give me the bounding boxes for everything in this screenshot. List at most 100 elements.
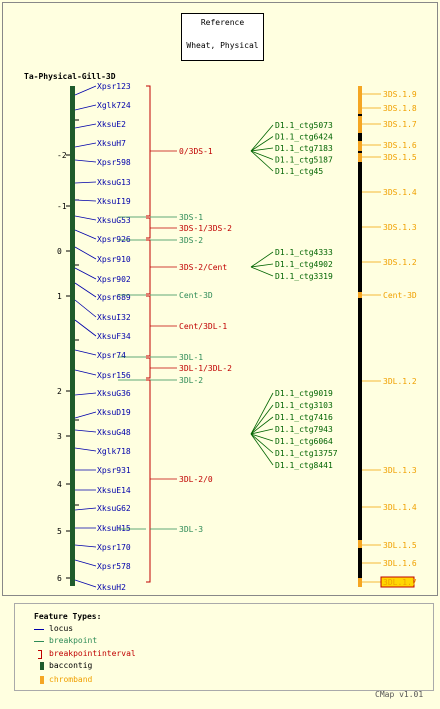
breakpoint-label[interactable]: 0/3DS-1	[179, 147, 213, 156]
chromband-segment[interactable]	[358, 141, 362, 151]
chromband-label[interactable]: Cent-3D	[383, 291, 417, 300]
locus-label[interactable]: Xpsr598	[97, 158, 131, 167]
locus-label[interactable]: XksuI19	[97, 197, 131, 206]
locus-label[interactable]: XksuH15	[97, 524, 131, 533]
contig-label[interactable]: D1.1_ctg5187	[275, 156, 333, 165]
chromband-label[interactable]: 3DL.1.6	[383, 559, 417, 568]
legend-item-label: chromband	[49, 675, 93, 684]
breakpoint-label[interactable]: Cent/3DL-1	[179, 322, 227, 331]
chromband-segment[interactable]	[358, 86, 362, 104]
locus-label[interactable]: XksuH2	[97, 583, 126, 592]
locus-label[interactable]: XksuG13	[97, 178, 131, 187]
locus-label[interactable]: XksuD19	[97, 408, 131, 417]
locus-label[interactable]: Xpsr902	[97, 275, 131, 284]
contig-label[interactable]: D1.1_ctg8441	[275, 461, 333, 470]
bracket-3ds2-cent[interactable]	[146, 239, 151, 295]
breakpoint-label[interactable]: 3DL-1/3DL-2	[179, 364, 232, 373]
locus-label[interactable]: XksuE14	[97, 486, 131, 495]
breakpoint-label[interactable]: 3DS-2	[179, 236, 203, 245]
breakpoint-label[interactable]: Cent-3D	[179, 291, 213, 300]
chromband-segment[interactable]	[358, 153, 362, 162]
axis-tick-label: 2	[57, 387, 62, 396]
contig-label[interactable]: D1.1_ctg6064	[275, 437, 333, 446]
locus-label[interactable]: XksuG62	[97, 504, 131, 513]
chromband-label[interactable]: 3DS.1.4	[383, 188, 417, 197]
locus-label[interactable]: XksuI32	[97, 313, 131, 322]
locus-label[interactable]: Xpsr156	[97, 371, 131, 380]
locus-label[interactable]: XksuE2	[97, 120, 126, 129]
chromband-segment[interactable]	[358, 578, 362, 587]
locus-label[interactable]: XksuG36	[97, 389, 131, 398]
contig-label[interactable]: D1.1_ctg3103	[275, 401, 333, 410]
contig-label[interactable]: D1.1_ctg4333	[275, 248, 333, 257]
breakpoint-label[interactable]: 3DS-2/Cent	[179, 263, 227, 272]
map-title[interactable]: Ta-Physical-Gill-3D	[24, 72, 116, 81]
legend-line-icon	[34, 641, 44, 642]
locus-label[interactable]: Xpsr123	[97, 82, 131, 91]
chromband-label[interactable]: 3DS.1.2	[383, 258, 417, 267]
locus-label[interactable]: Xpsr689	[97, 293, 131, 302]
chromband-label[interactable]: 3DL.1.5	[383, 541, 417, 550]
chromband-segment[interactable]	[358, 116, 362, 133]
breakpoint-label[interactable]: 3DL-3	[179, 525, 203, 534]
chromband-label[interactable]: 3DS.1.6	[383, 141, 417, 150]
baccontig-bar[interactable]	[70, 86, 75, 586]
chromband-label[interactable]: 3DS.1.9	[383, 90, 417, 99]
contig-label[interactable]: D1.1_ctg7416	[275, 413, 333, 422]
breakpoint-label[interactable]: 3DS-1	[179, 213, 203, 222]
breakpoint-label[interactable]: 3DL-2/0	[179, 475, 213, 484]
chromband-label[interactable]: 3DS.1.3	[383, 223, 417, 232]
axis-tick-label: 3	[57, 432, 62, 441]
locus-connector	[74, 85, 97, 96]
chromband-label[interactable]: 3DL.1.4	[383, 503, 417, 512]
contig-label[interactable]: D1.1_ctg9019	[275, 389, 333, 398]
contig-label[interactable]: D1.1_ctg6424	[275, 133, 333, 142]
chromband-label[interactable]: 3DL.1.3	[383, 466, 417, 475]
chromband-label[interactable]: 3DS.1.5	[383, 153, 417, 162]
contig-label[interactable]: D1.1_ctg7183	[275, 144, 333, 153]
locus-label[interactable]: XksuG53	[97, 216, 131, 225]
bracket-3dl2-0[interactable]	[146, 379, 151, 583]
contig-label[interactable]: D1.1_ctg7943	[275, 425, 333, 434]
locus-label[interactable]: Xpsr910	[97, 255, 131, 264]
legend-item-label: locus	[49, 624, 74, 633]
locus-label[interactable]: Xpsr74	[97, 351, 126, 360]
legend-line-icon	[34, 629, 44, 630]
reference-title-box: Reference Wheat, Physical	[181, 13, 264, 61]
chromband-segment[interactable]	[358, 104, 362, 114]
locus-label[interactable]: Xpsr170	[97, 543, 131, 552]
reference-title: Reference	[200, 18, 245, 27]
locus-label[interactable]: XksuF34	[97, 332, 131, 341]
locus-label[interactable]: XksuG48	[97, 428, 131, 437]
breakpoint-label[interactable]: 3DL-2	[179, 376, 203, 385]
chromband-segment[interactable]	[358, 292, 362, 298]
breakpoint-label[interactable]: 3DS-1/3DS-2	[179, 224, 232, 233]
contig-label[interactable]: D1.1_ctg13757	[275, 449, 338, 458]
chromband-segment[interactable]	[358, 540, 362, 548]
bracket-cent-3dl1[interactable]	[146, 295, 151, 357]
locus-label[interactable]: Xpsr578	[97, 562, 131, 571]
legend-item-label: baccontig	[49, 661, 93, 670]
locus-label[interactable]: Xpsr931	[97, 466, 131, 475]
contig-connector	[250, 136, 274, 152]
chromband-label[interactable]: 3DS.1.8	[383, 104, 417, 113]
contig-label[interactable]: D1.1_ctg45	[275, 167, 323, 176]
bracket-0-3ds1[interactable]	[146, 85, 151, 217]
chromband-label[interactable]: 3DL.1.2	[383, 377, 417, 386]
chromband-label[interactable]: 3DL.1.7	[383, 578, 417, 587]
locus-label[interactable]: Xpsr926	[97, 235, 131, 244]
contig-label[interactable]: D1.1_ctg5073	[275, 121, 333, 130]
bracket-3ds1-3ds2[interactable]	[146, 217, 151, 239]
locus-connector	[74, 142, 97, 148]
locus-connector	[74, 349, 97, 356]
contig-label[interactable]: D1.1_ctg4902	[275, 260, 333, 269]
breakpoint-label[interactable]: 3DL-1	[179, 353, 203, 362]
bracket-3dl1-3dl2[interactable]	[146, 357, 151, 379]
chromband-label[interactable]: 3DS.1.7	[383, 120, 417, 129]
locus-label[interactable]: Xglk718	[97, 447, 131, 456]
contig-label[interactable]: D1.1_ctg3319	[275, 272, 333, 281]
locus-label[interactable]: XksuH7	[97, 139, 126, 148]
legend-box-icon	[40, 676, 44, 684]
chromosome-bar[interactable]	[358, 86, 362, 585]
locus-label[interactable]: Xglk724	[97, 101, 131, 110]
